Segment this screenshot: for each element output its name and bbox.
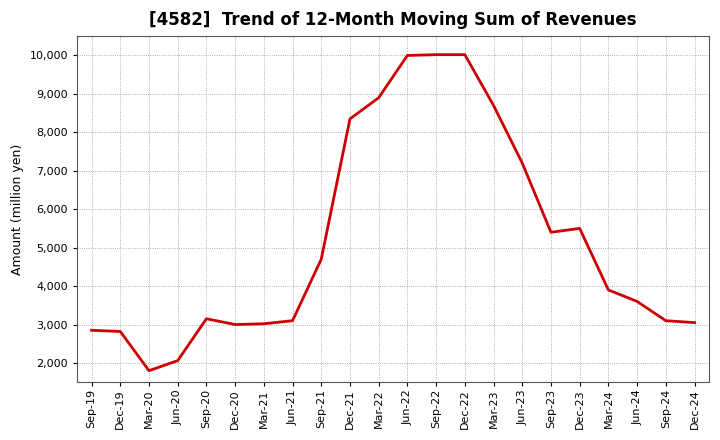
Y-axis label: Amount (million yen): Amount (million yen): [11, 143, 24, 275]
Title: [4582]  Trend of 12-Month Moving Sum of Revenues: [4582] Trend of 12-Month Moving Sum of R…: [149, 11, 636, 29]
